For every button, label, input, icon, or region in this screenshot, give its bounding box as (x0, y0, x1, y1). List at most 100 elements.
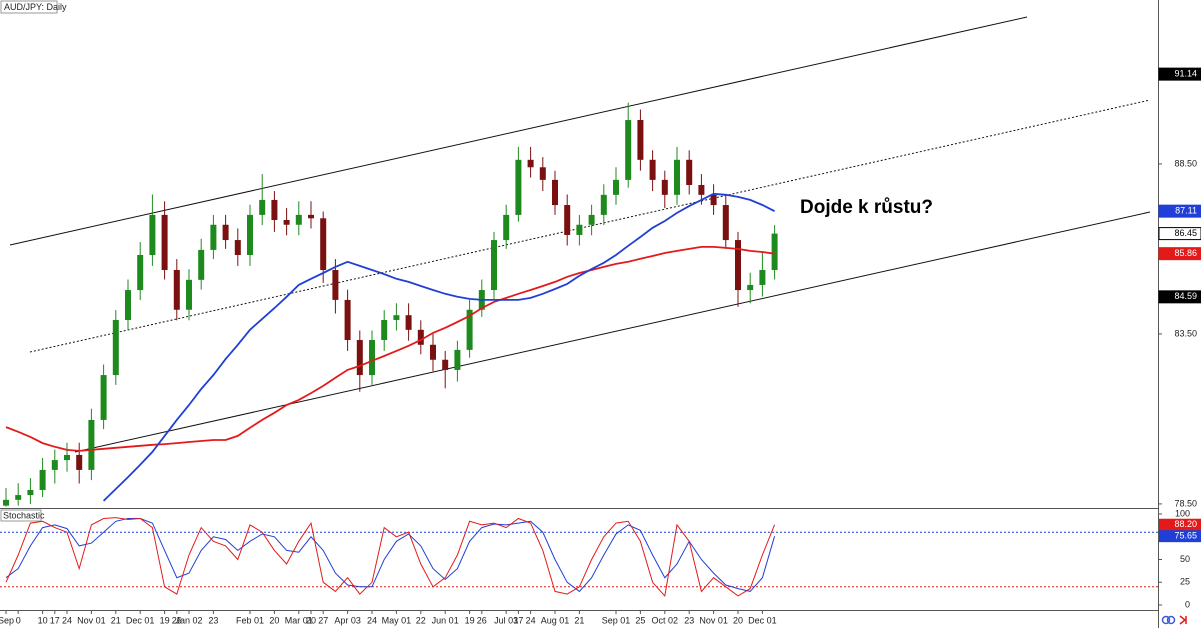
candle-body (308, 214, 314, 219)
x-tick-label: Apr 03 (334, 615, 361, 625)
candle-body (186, 279, 192, 310)
candle-body (454, 349, 461, 370)
candle-body (771, 233, 778, 270)
stochastic-title-box (0, 509, 42, 522)
x-tick-label: Oct 02 (652, 615, 679, 625)
candle-body (527, 159, 534, 168)
candle-body (722, 205, 729, 241)
candle-body (64, 454, 70, 461)
toolbar-icons[interactable] (1161, 615, 1187, 625)
stochastic-title: Stochastic (3, 510, 45, 520)
candle-body (539, 167, 546, 180)
x-tick-label: 24 (526, 615, 536, 625)
x-tick-label: 17 (513, 615, 523, 625)
channel-upper (9, 16, 1028, 246)
x-tick-label: Sep 01 (602, 615, 631, 625)
candle-body (295, 214, 302, 225)
x-tick-label: Aug 01 (541, 615, 570, 625)
x-tick-label: 20 (269, 615, 279, 625)
stoch-tag-label: 88.20 (1174, 519, 1197, 529)
candle-body (600, 194, 607, 215)
price-tag (1158, 204, 1201, 218)
candle-body (247, 214, 253, 256)
candle-body (15, 495, 22, 500)
candle-body (698, 184, 705, 195)
link-icon-2 (1166, 615, 1176, 625)
link-icon[interactable] (1161, 615, 1171, 625)
candle-body (466, 309, 473, 350)
stoch-tag (1159, 530, 1201, 543)
candle-body (356, 340, 363, 376)
x-tick-label: 24 (367, 615, 377, 625)
moving-average (5, 246, 775, 452)
price-tag (1158, 67, 1201, 81)
x-tick-label: 22 (416, 615, 426, 625)
candle-body (259, 199, 266, 215)
candle-body (369, 340, 375, 376)
price-tag-label: 84.59 (1174, 291, 1197, 301)
x-tick-label: 23 (208, 615, 218, 625)
candle-body (613, 179, 619, 195)
candle-body (515, 159, 522, 215)
channel-middle (29, 99, 1151, 353)
x-tick-label: 23 (684, 615, 694, 625)
channel-lines (9, 16, 1151, 453)
moving-average (102, 192, 776, 502)
x-tick-label: Jun 01 (432, 615, 459, 625)
x-tick-label: 19 (465, 615, 475, 625)
candle-body (735, 240, 741, 291)
candle-body (661, 179, 668, 195)
candle-body (381, 319, 388, 341)
candle-body (210, 224, 217, 250)
candle-body (3, 499, 9, 506)
candle-body (686, 159, 693, 185)
candle-body (222, 224, 229, 241)
x-tick-label: 21 (574, 615, 584, 625)
candle-body (344, 299, 351, 341)
price-tag (1158, 227, 1201, 241)
x-tick-label: Mar 01 (285, 615, 313, 625)
x-tick-label: Nov 01 (699, 615, 728, 625)
stoch-tag-label: 75.65 (1174, 531, 1197, 541)
candle-body (759, 269, 766, 285)
candle-body (125, 290, 131, 320)
candle-body (198, 249, 205, 280)
scroll-end-icon[interactable] (1179, 615, 1187, 625)
candle-body (747, 284, 754, 291)
x-tick-label: 26 (172, 615, 182, 625)
candle-body (27, 489, 34, 496)
x-tick-label: 19 (160, 615, 170, 625)
candle-body (576, 224, 583, 235)
candle-body (405, 315, 412, 330)
price-tag-label: 86.45 (1174, 228, 1197, 238)
candle-body (51, 460, 58, 470)
x-tick-label: Nov 01 (77, 615, 106, 625)
chart-title: AUD/JPY: Daily (4, 2, 67, 12)
price-tag-label: 85.86 (1174, 248, 1197, 258)
y-tick-label: 78.50 (1174, 498, 1197, 508)
candle-body (710, 194, 717, 206)
candle-body (112, 319, 119, 376)
candle-body (491, 240, 497, 291)
candle-body (173, 269, 180, 310)
x-tick-label: 27 (318, 615, 328, 625)
x-tick-label: Dec 01 (748, 615, 777, 625)
candle-body (393, 315, 400, 320)
candle-body (332, 269, 339, 300)
y-tick-label: 88.50 (1174, 158, 1197, 168)
stoch-tick-label: 50 (1180, 554, 1190, 564)
x-tick-label: Dec 01 (126, 615, 155, 625)
x-tick-label: Jul 03 (494, 615, 518, 625)
candle-body (430, 344, 436, 360)
price-tag-label: 87.11 (1175, 206, 1197, 216)
candle-body (149, 214, 156, 256)
candle-body (674, 159, 680, 195)
candle-body (161, 214, 168, 270)
candle-body (271, 199, 278, 220)
candle-body (234, 240, 241, 256)
candle-body (100, 375, 107, 420)
x-tick-label: 17 (50, 615, 60, 625)
